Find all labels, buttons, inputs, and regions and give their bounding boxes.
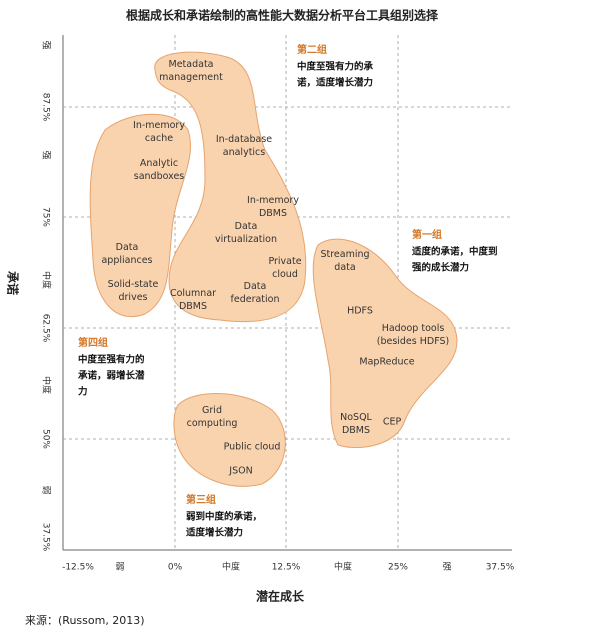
y-tick-label: 弱 bbox=[41, 485, 52, 494]
group-name: 第二组 bbox=[297, 43, 327, 56]
tool-label: DBMS bbox=[342, 425, 370, 436]
y-tick-label: 50% bbox=[41, 429, 51, 449]
title: 根据成长和承诺绘制的高性能大数据分析平台工具组别选择 bbox=[126, 8, 439, 23]
group-description: 弱到中度的承诺， bbox=[186, 511, 262, 523]
group-name: 第三组 bbox=[186, 493, 216, 506]
x-tick-label: 12.5% bbox=[272, 563, 301, 573]
tool-label: Streaming bbox=[320, 249, 369, 260]
tool-label: sandboxes bbox=[134, 171, 185, 182]
y-tick-label: 62.5% bbox=[41, 314, 51, 343]
source: 来源：(Russom, 2013) bbox=[25, 613, 145, 627]
x-tick-label: 中度 bbox=[334, 561, 352, 573]
x-tick-label: 0% bbox=[168, 563, 183, 573]
tool-label: cloud bbox=[272, 269, 298, 280]
tool-label: data bbox=[334, 262, 355, 273]
tool-label: MapReduce bbox=[359, 357, 414, 368]
group-description: 诺，适度增长潜力 bbox=[297, 77, 373, 89]
group-description: 中度至强有力的承 bbox=[297, 61, 374, 73]
y-tick-label: 75% bbox=[41, 207, 51, 227]
y-axis-title: 承诺 bbox=[6, 271, 21, 295]
tool-label: Public cloud bbox=[224, 442, 281, 453]
tool-label: cache bbox=[145, 133, 173, 144]
group-name: 第四组 bbox=[78, 336, 108, 349]
tool-label: federation bbox=[231, 294, 280, 305]
y-tick-label: 中度 bbox=[41, 271, 53, 289]
tool-label: Grid bbox=[202, 405, 222, 416]
group-name: 第一组 bbox=[412, 228, 442, 241]
tool-label: Data bbox=[244, 281, 267, 292]
group-description: 适度增长潜力 bbox=[186, 527, 243, 539]
y-tick-label: 87.5% bbox=[41, 93, 51, 122]
tool-label: JSON bbox=[228, 466, 252, 477]
tool-label: analytics bbox=[223, 147, 266, 158]
tool-label: Metadata bbox=[169, 59, 214, 70]
tool-label: NoSQL bbox=[340, 412, 372, 423]
y-tick-label: 强 bbox=[41, 40, 52, 49]
tool-label: Columnar bbox=[170, 288, 216, 299]
tool-label: In-memory bbox=[133, 120, 185, 131]
blob bbox=[154, 51, 307, 323]
group-description: 中度至强有力的 bbox=[78, 354, 145, 366]
tool-label: virtualization bbox=[215, 234, 277, 245]
y-tick-label: 中度 bbox=[41, 376, 53, 394]
y-tick-label: 强 bbox=[41, 150, 52, 159]
tool-label: computing bbox=[187, 418, 238, 429]
x-axis-title: 潜在成长 bbox=[256, 589, 305, 604]
tool-label: appliances bbox=[101, 255, 152, 266]
tool-label: In-memory bbox=[247, 195, 299, 206]
tool-label: drives bbox=[119, 292, 148, 303]
tool-label: CEP bbox=[383, 417, 402, 428]
x-tick-label: 中度 bbox=[222, 561, 240, 573]
tool-label: Data bbox=[235, 221, 258, 232]
blob bbox=[173, 393, 286, 487]
group-description: 强的成长潜力 bbox=[412, 262, 469, 274]
x-tick-label: 37.5% bbox=[486, 563, 515, 573]
tool-label: In-database bbox=[216, 134, 272, 145]
tool-label: DBMS bbox=[259, 208, 287, 219]
tool-label: DBMS bbox=[179, 301, 207, 312]
tool-label: Analytic bbox=[140, 158, 178, 169]
tool-label: Hadoop tools bbox=[382, 323, 445, 334]
tool-label: HDFS bbox=[347, 306, 373, 317]
x-tick-label: 强 bbox=[442, 562, 451, 573]
tool-label: Private bbox=[268, 256, 301, 267]
tool-label: Data bbox=[116, 242, 139, 253]
tool-label: Solid-state bbox=[108, 279, 159, 290]
x-tick-label: 弱 bbox=[115, 562, 124, 573]
blob bbox=[89, 113, 191, 318]
x-tick-label: 25% bbox=[388, 563, 408, 573]
y-tick-label: 37.5% bbox=[41, 523, 51, 552]
tool-label: (besides HDFS) bbox=[377, 336, 450, 347]
group-description: 力 bbox=[78, 386, 88, 398]
group-description: 承诺，弱增长潜 bbox=[78, 370, 145, 382]
blob bbox=[312, 238, 458, 448]
x-tick-label: -12.5% bbox=[62, 563, 94, 573]
tool-label: management bbox=[159, 72, 223, 83]
group-description: 适度的承诺，中度到 bbox=[412, 246, 498, 258]
